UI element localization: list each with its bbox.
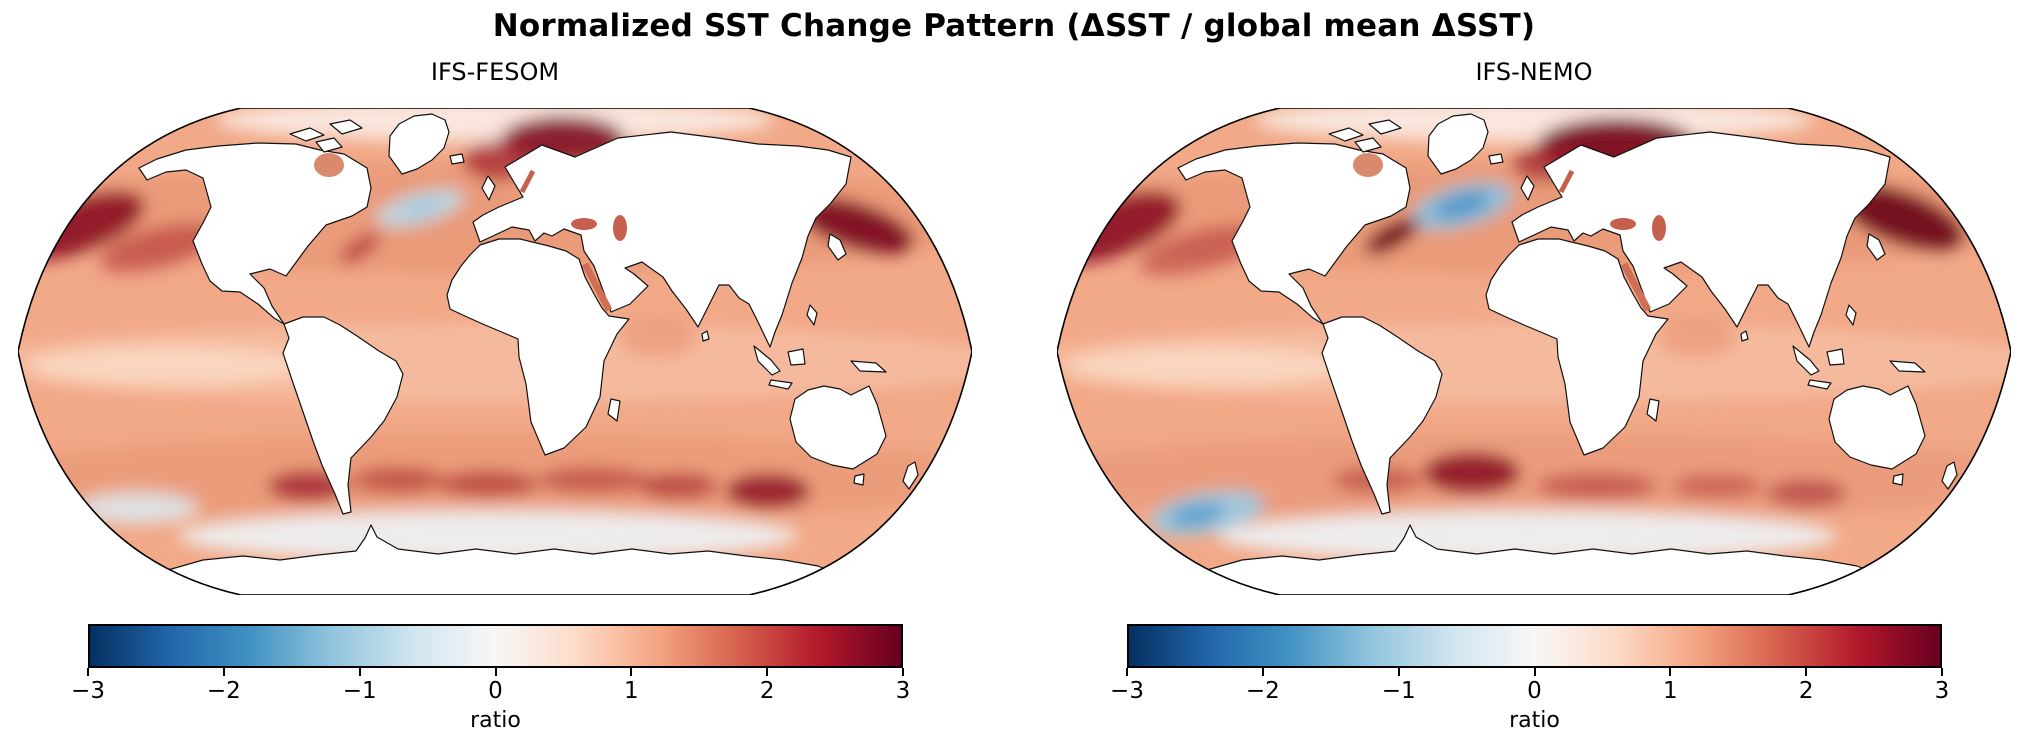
tick-label: −1 (1381, 678, 1416, 704)
colorbar-axis-label-right: ratio (1509, 708, 1560, 733)
tick-label: 2 (1798, 678, 1814, 704)
tick-label: 1 (1663, 678, 1678, 704)
colorbar-tickmarks-right (1126, 668, 1943, 676)
colorbar-axis-label-left: ratio (470, 708, 521, 733)
tick-label: −2 (1245, 678, 1280, 704)
tick-label: 1 (624, 678, 639, 704)
tick-label: 3 (1934, 678, 1950, 704)
panel-title-ifs-nemo: IFS-NEMO (1475, 58, 1593, 86)
figure-title: Normalized SST Change Pattern (ΔSST / gl… (492, 8, 1536, 44)
colorbar-ifs-nemo (1127, 624, 1942, 668)
colorbar-ticklabels-left: −3 −2 −1 0 1 2 3 (71, 678, 910, 706)
map-ifs-fesom (18, 108, 972, 595)
colorbar-ticklabels-right: −3 −2 −1 0 1 2 3 (1110, 678, 1949, 706)
tick-label: −3 (1110, 678, 1144, 704)
colorbar-ifs-fesom (88, 624, 903, 668)
tick-label: −1 (342, 678, 377, 704)
map-ifs-nemo (1057, 108, 2011, 595)
tick-label: 3 (895, 678, 911, 704)
tick-label: 0 (488, 678, 503, 704)
tick-label: 0 (1527, 678, 1542, 704)
tick-label: −3 (71, 678, 105, 704)
tick-label: 2 (759, 678, 775, 704)
tick-label: −2 (206, 678, 241, 704)
colorbar-tickmarks-left (87, 668, 904, 676)
panel-title-ifs-fesom: IFS-FESOM (430, 58, 560, 86)
